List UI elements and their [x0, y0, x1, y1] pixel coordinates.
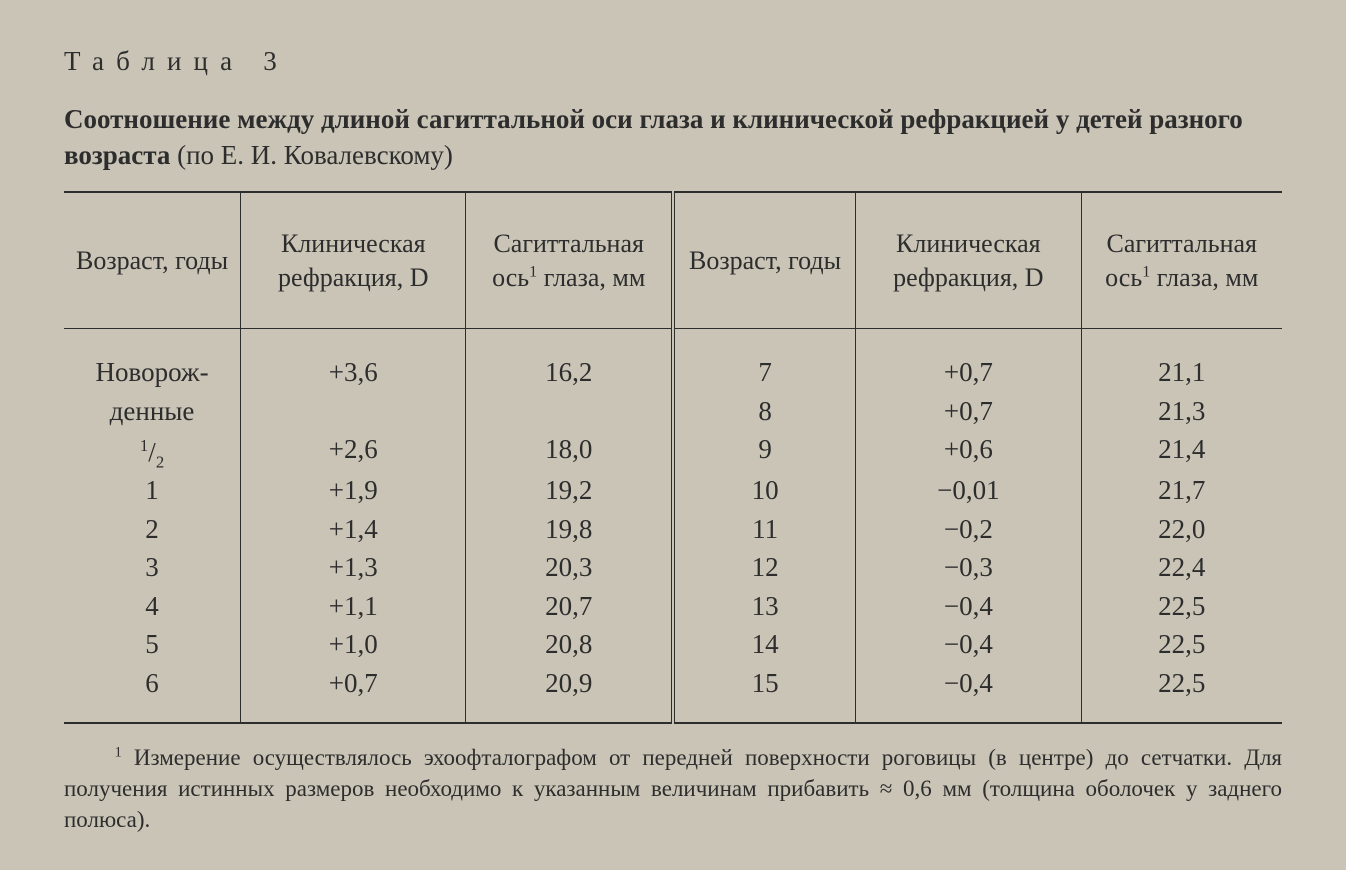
- cell-refraction: +2,6: [241, 430, 466, 471]
- cell-refraction: +1,3: [241, 548, 466, 587]
- cell-axis: 22,4: [1081, 548, 1282, 587]
- cell-age: 1: [64, 471, 241, 510]
- cell-refraction: −0,3: [856, 548, 1081, 587]
- table-row: 1/2+2,618,09+0,621,4: [64, 430, 1282, 471]
- cell-age: Новорож-: [64, 328, 241, 391]
- cell-refraction: +0,6: [856, 430, 1081, 471]
- footnote-text: Измерение осуществлялось эхоофталографом…: [64, 745, 1282, 832]
- cell-refraction: +1,9: [241, 471, 466, 510]
- cell-axis: 21,4: [1081, 430, 1282, 471]
- cell-age: 6: [64, 664, 241, 724]
- cell-refraction: +1,0: [241, 625, 466, 664]
- col-refraction-2: Клиническая рефракция, D: [856, 192, 1081, 328]
- cell-refraction: +0,7: [856, 392, 1081, 431]
- table-row: 1+1,919,210−0,0121,7: [64, 471, 1282, 510]
- cell-axis: 20,3: [466, 548, 673, 587]
- cell-refraction: +3,6: [241, 328, 466, 391]
- col-age-2: Возраст, годы: [673, 192, 856, 328]
- cell-refraction: −0,4: [856, 664, 1081, 724]
- cell-age: денные: [64, 392, 241, 431]
- cell-age: 15: [673, 664, 856, 724]
- cell-age: 12: [673, 548, 856, 587]
- data-table: Возраст, годы Клиническая рефракция, D С…: [64, 191, 1282, 724]
- footnote: 1 Измерение осуществлялось эхоофталограф…: [64, 742, 1282, 835]
- cell-axis: 21,3: [1081, 392, 1282, 431]
- table-row: 2+1,419,811−0,222,0: [64, 510, 1282, 549]
- table-row: Новорож-+3,616,27+0,721,1: [64, 328, 1282, 391]
- cell-refraction: +1,1: [241, 587, 466, 626]
- cell-age: 5: [64, 625, 241, 664]
- col-age-1: Возраст, годы: [64, 192, 241, 328]
- table-number-prefix: Таблица: [64, 46, 244, 76]
- cell-age: 3: [64, 548, 241, 587]
- cell-refraction: −0,4: [856, 625, 1081, 664]
- cell-axis: 22,5: [1081, 587, 1282, 626]
- table-row: 4+1,120,713−0,422,5: [64, 587, 1282, 626]
- table-title-light: (по Е. И. Ковалевскому): [177, 140, 453, 170]
- cell-age: 9: [673, 430, 856, 471]
- cell-axis: 21,7: [1081, 471, 1282, 510]
- cell-age: 14: [673, 625, 856, 664]
- cell-age: 1/2: [64, 430, 241, 471]
- cell-axis: [466, 392, 673, 431]
- cell-axis: 19,2: [466, 471, 673, 510]
- col-axis-1: Сагиттальная ось1 глаза, мм: [466, 192, 673, 328]
- cell-refraction: −0,2: [856, 510, 1081, 549]
- table-body: Новорож-+3,616,27+0,721,1денные8+0,721,3…: [64, 328, 1282, 723]
- cell-axis: 20,8: [466, 625, 673, 664]
- table-title: Соотношение между длиной сагиттальной ос…: [64, 101, 1282, 174]
- cell-axis: 20,9: [466, 664, 673, 724]
- cell-age: 11: [673, 510, 856, 549]
- cell-refraction: +1,4: [241, 510, 466, 549]
- cell-refraction: −0,4: [856, 587, 1081, 626]
- cell-age: 13: [673, 587, 856, 626]
- cell-refraction: +0,7: [856, 328, 1081, 391]
- cell-age: 10: [673, 471, 856, 510]
- cell-axis: 19,8: [466, 510, 673, 549]
- table-row: денные 8+0,721,3: [64, 392, 1282, 431]
- cell-axis: 22,5: [1081, 625, 1282, 664]
- cell-refraction: [241, 392, 466, 431]
- col-axis-2: Сагиттальная ось1 глаза, мм: [1081, 192, 1282, 328]
- cell-axis: 22,0: [1081, 510, 1282, 549]
- cell-axis: 18,0: [466, 430, 673, 471]
- cell-age: 8: [673, 392, 856, 431]
- cell-axis: 21,1: [1081, 328, 1282, 391]
- cell-axis: 22,5: [1081, 664, 1282, 724]
- cell-axis: 16,2: [466, 328, 673, 391]
- table-row: 5+1,020,814−0,422,5: [64, 625, 1282, 664]
- cell-age: 2: [64, 510, 241, 549]
- cell-axis: 20,7: [466, 587, 673, 626]
- footnote-marker: 1: [115, 745, 122, 761]
- table-number-value: 3: [263, 46, 289, 76]
- cell-refraction: +0,7: [241, 664, 466, 724]
- col-refraction-1: Клиническая рефракция, D: [241, 192, 466, 328]
- cell-age: 7: [673, 328, 856, 391]
- cell-refraction: −0,01: [856, 471, 1081, 510]
- table-header-row: Возраст, годы Клиническая рефракция, D С…: [64, 192, 1282, 328]
- table-row: 6+0,720,915−0,422,5: [64, 664, 1282, 724]
- cell-age: 4: [64, 587, 241, 626]
- table-number: Таблица 3: [64, 44, 1282, 79]
- table-row: 3+1,320,312−0,322,4: [64, 548, 1282, 587]
